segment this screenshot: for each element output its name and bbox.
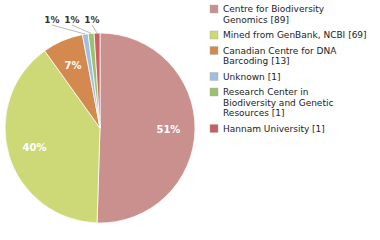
legend-item: Centre for BiodiversityGenomics [89] xyxy=(210,4,325,25)
legend-label: Mined from GenBank, NCBI [69] xyxy=(223,30,367,40)
data-label: 1% xyxy=(64,15,79,25)
leader-line xyxy=(72,25,91,33)
data-label: 40% xyxy=(23,142,47,153)
legend-item: Unknown [1] xyxy=(210,72,280,82)
legend-label-line: Unknown [1] xyxy=(223,72,280,82)
legend-label-line: Hannam University [1] xyxy=(223,124,325,134)
data-label: 1% xyxy=(44,15,59,25)
data-label: 51% xyxy=(156,124,180,135)
legend: Centre for BiodiversityGenomics [89] Mine… xyxy=(210,4,367,134)
data-label: 1% xyxy=(84,15,99,25)
pie-slice xyxy=(97,33,195,223)
legend-label: Hannam University [1] xyxy=(223,124,325,134)
legend-label-line: Canadian Centre for DNA xyxy=(223,46,337,56)
legend-swatch xyxy=(210,47,218,55)
legend-item: Canadian Centre for DNABarcoding [13] xyxy=(210,46,337,67)
legend-swatch xyxy=(210,125,218,133)
pie-slice xyxy=(88,33,100,128)
legend-label-line: Mined from GenBank, NCBI [69] xyxy=(223,30,367,40)
legend-item: Hannam University [1] xyxy=(210,124,325,134)
leader-line xyxy=(52,25,85,34)
pie-slice xyxy=(82,34,100,128)
legend-label-line: Biodiversity and Genetic xyxy=(223,98,333,108)
legend-swatch xyxy=(210,31,218,39)
leader-line xyxy=(92,25,97,33)
legend-item: Mined from GenBank, NCBI [69] xyxy=(210,30,367,40)
legend-swatch xyxy=(210,88,218,96)
legend-label-line: Centre for Biodiversity xyxy=(223,4,325,14)
legend-swatch xyxy=(210,73,218,81)
legend-label: Canadian Centre for DNABarcoding [13] xyxy=(223,46,337,67)
legend-label-line: Resources [1] xyxy=(223,108,285,118)
legend-swatch xyxy=(210,5,218,13)
pie-slice xyxy=(94,33,100,128)
legend-item: Research Center inBiodiversity and Genet… xyxy=(210,87,333,118)
legend-label-line: Genomics [89] xyxy=(223,15,289,25)
pie: 51% 40% 7% 1% 1% 1% xyxy=(5,15,195,223)
chart: 51% 40% 7% 1% 1% 1% Centre for BiodiversityGen… xyxy=(0,0,380,240)
legend-label-line: Research Center in xyxy=(223,87,309,97)
data-label: 7% xyxy=(65,60,82,71)
legend-label: Unknown [1] xyxy=(223,72,280,82)
legend-label-line: Barcoding [13] xyxy=(223,56,290,66)
legend-label: Centre for BiodiversityGenomics [89] xyxy=(223,4,325,25)
legend-label: Research Center inBiodiversity and Genet… xyxy=(223,87,333,118)
